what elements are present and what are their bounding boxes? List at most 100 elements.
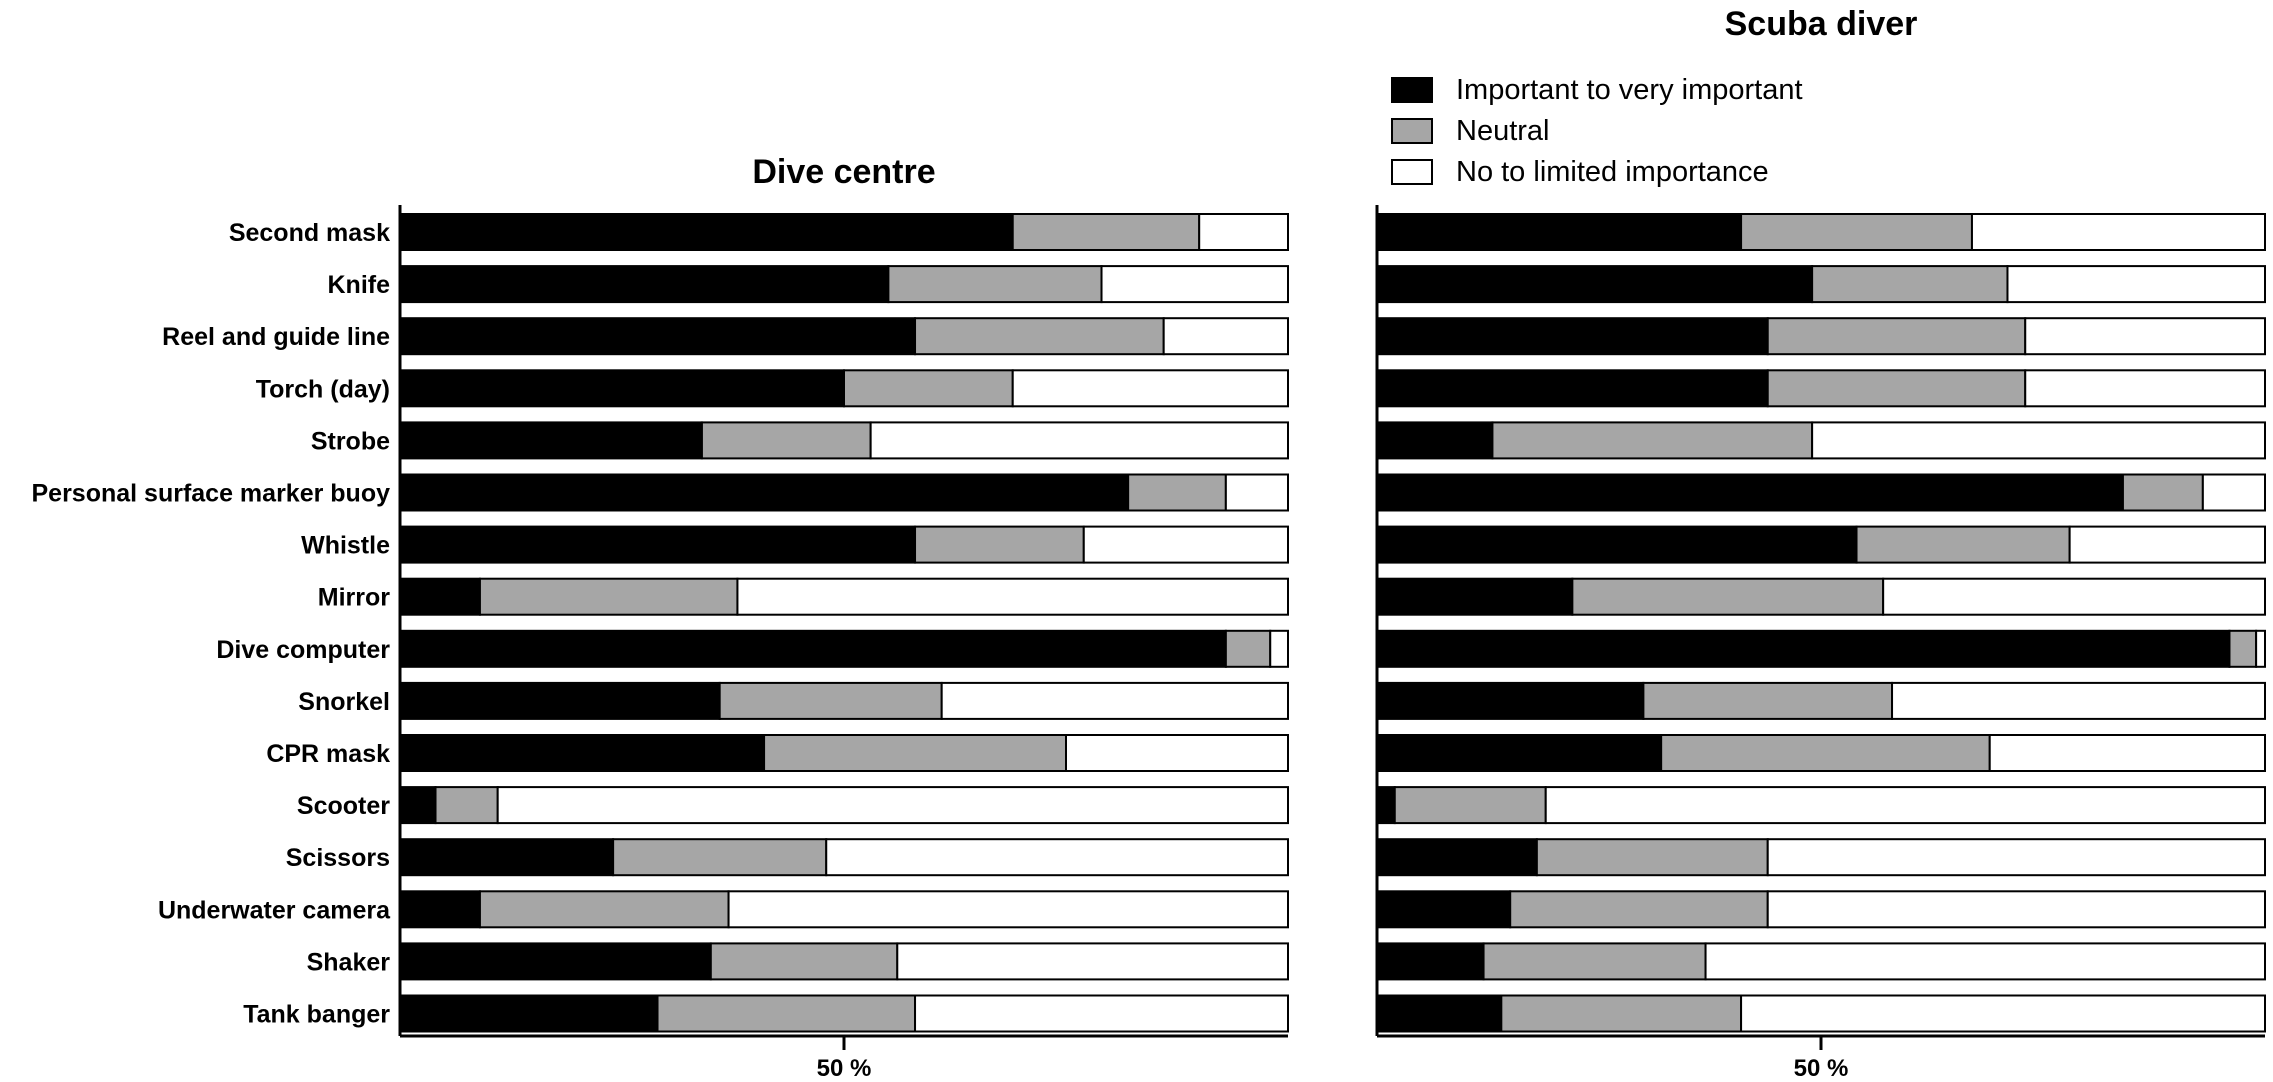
neutral-segment [1855,525,2071,564]
category-label: Second mask [229,219,390,247]
important-segment [399,577,481,616]
legend-label: No to limited importance [1456,156,1769,188]
category-label: Snorkel [298,688,390,716]
neutral-segment [1660,734,1991,772]
limited-segment [1740,994,2266,1033]
limited-segment [736,577,1289,616]
neutral-segment [709,942,899,981]
category-label: Knife [328,271,391,299]
x-tick-label: 50 % [1794,1055,1849,1082]
important-segment [399,838,615,877]
limited-segment [1082,525,1290,564]
important-segment [399,890,481,929]
important-segment [399,525,917,564]
limited-segment [896,942,1290,981]
panels-layer: Second mask Knife Reel and guide line Torch… [32,5,2267,1082]
limited-segment [496,786,1289,825]
neutral-segment [914,525,1085,564]
panel-scuba-diver: Scuba diver 50 % [1375,5,2267,1082]
neutral-segment [1766,317,2027,356]
category-label: CPR mask [266,740,390,768]
neutral-segment [2228,629,2258,668]
legend-swatch [1391,118,1433,144]
category-label: Personal surface marker buoy [32,480,391,508]
limited-segment [1766,838,2266,877]
neutral-segment [434,786,499,825]
category-label: Shaker [307,948,391,976]
neutral-segment [700,421,872,460]
neutral-segment [478,890,730,929]
neutral-segment [1127,473,1227,512]
important-segment [399,681,721,720]
neutral-segment [1482,942,1707,981]
limited-segment [914,994,1289,1033]
neutral-segment [843,369,1014,408]
panel-title: Dive centre [752,153,935,191]
limited-segment [1704,942,2267,981]
category-label: Mirror [318,584,391,612]
limited-segment [2255,629,2267,668]
category-label: Tank banger [243,1001,390,1029]
limited-segment [1766,890,2266,929]
important-segment [399,994,659,1033]
limited-segment [2068,525,2266,564]
neutral-segment [478,577,739,616]
limited-segment [1198,213,1289,251]
important-segment [1376,734,1663,772]
limited-segment [1100,265,1290,304]
category-label: Dive computer [216,636,390,664]
important-segment [1376,838,1538,877]
important-segment [1376,786,1396,825]
limited-segment [1162,317,1290,356]
neutral-segment [656,994,917,1033]
limited-segment [1065,734,1289,772]
category-label: Reel and guide line [162,323,390,351]
neutral-segment [1224,629,1272,668]
limited-segment [1891,681,2267,720]
neutral-segment [1491,421,1814,460]
important-segment [1376,265,1814,304]
limited-segment [2201,473,2267,512]
important-segment [399,473,1130,512]
neutral-segment [718,681,943,720]
important-segment [1376,421,1494,460]
limited-segment [825,838,1289,877]
neutral-segment [1011,213,1201,251]
limited-segment [1882,577,2267,616]
neutral-segment [887,265,1103,304]
important-segment [399,317,917,356]
important-segment [1376,317,1769,356]
important-segment [399,421,703,460]
important-segment [1376,213,1743,251]
important-segment [1376,994,1503,1033]
neutral-segment [1535,838,1769,877]
limited-segment [1970,213,2266,251]
legend-swatch [1391,159,1433,185]
neutral-segment [1393,786,1547,825]
neutral-segment [1571,577,1885,616]
important-segment [1376,629,2231,668]
important-segment [1376,681,1645,720]
category-label: Strobe [311,427,390,455]
limited-segment [1988,734,2266,772]
panel-title: Scuba diver [1725,5,1918,43]
important-segment [1376,369,1769,408]
neutral-segment [1766,369,2027,408]
limited-segment [1811,421,2266,460]
x-tick-label: 50 % [817,1055,872,1082]
category-label: Scissors [286,844,390,872]
neutral-segment [914,317,1165,356]
important-segment [399,629,1227,668]
category-label: Underwater camera [158,896,391,924]
important-segment [1376,577,1574,616]
legend: Important to very important Neutral No to … [1391,74,1803,188]
important-segment [399,213,1014,251]
neutral-segment [763,734,1068,772]
limited-segment [869,421,1289,460]
limited-segment [1011,369,1289,408]
important-segment [1376,942,1485,981]
neutral-segment [1811,265,2009,304]
important-segment [399,942,712,981]
important-segment [1376,890,1512,929]
